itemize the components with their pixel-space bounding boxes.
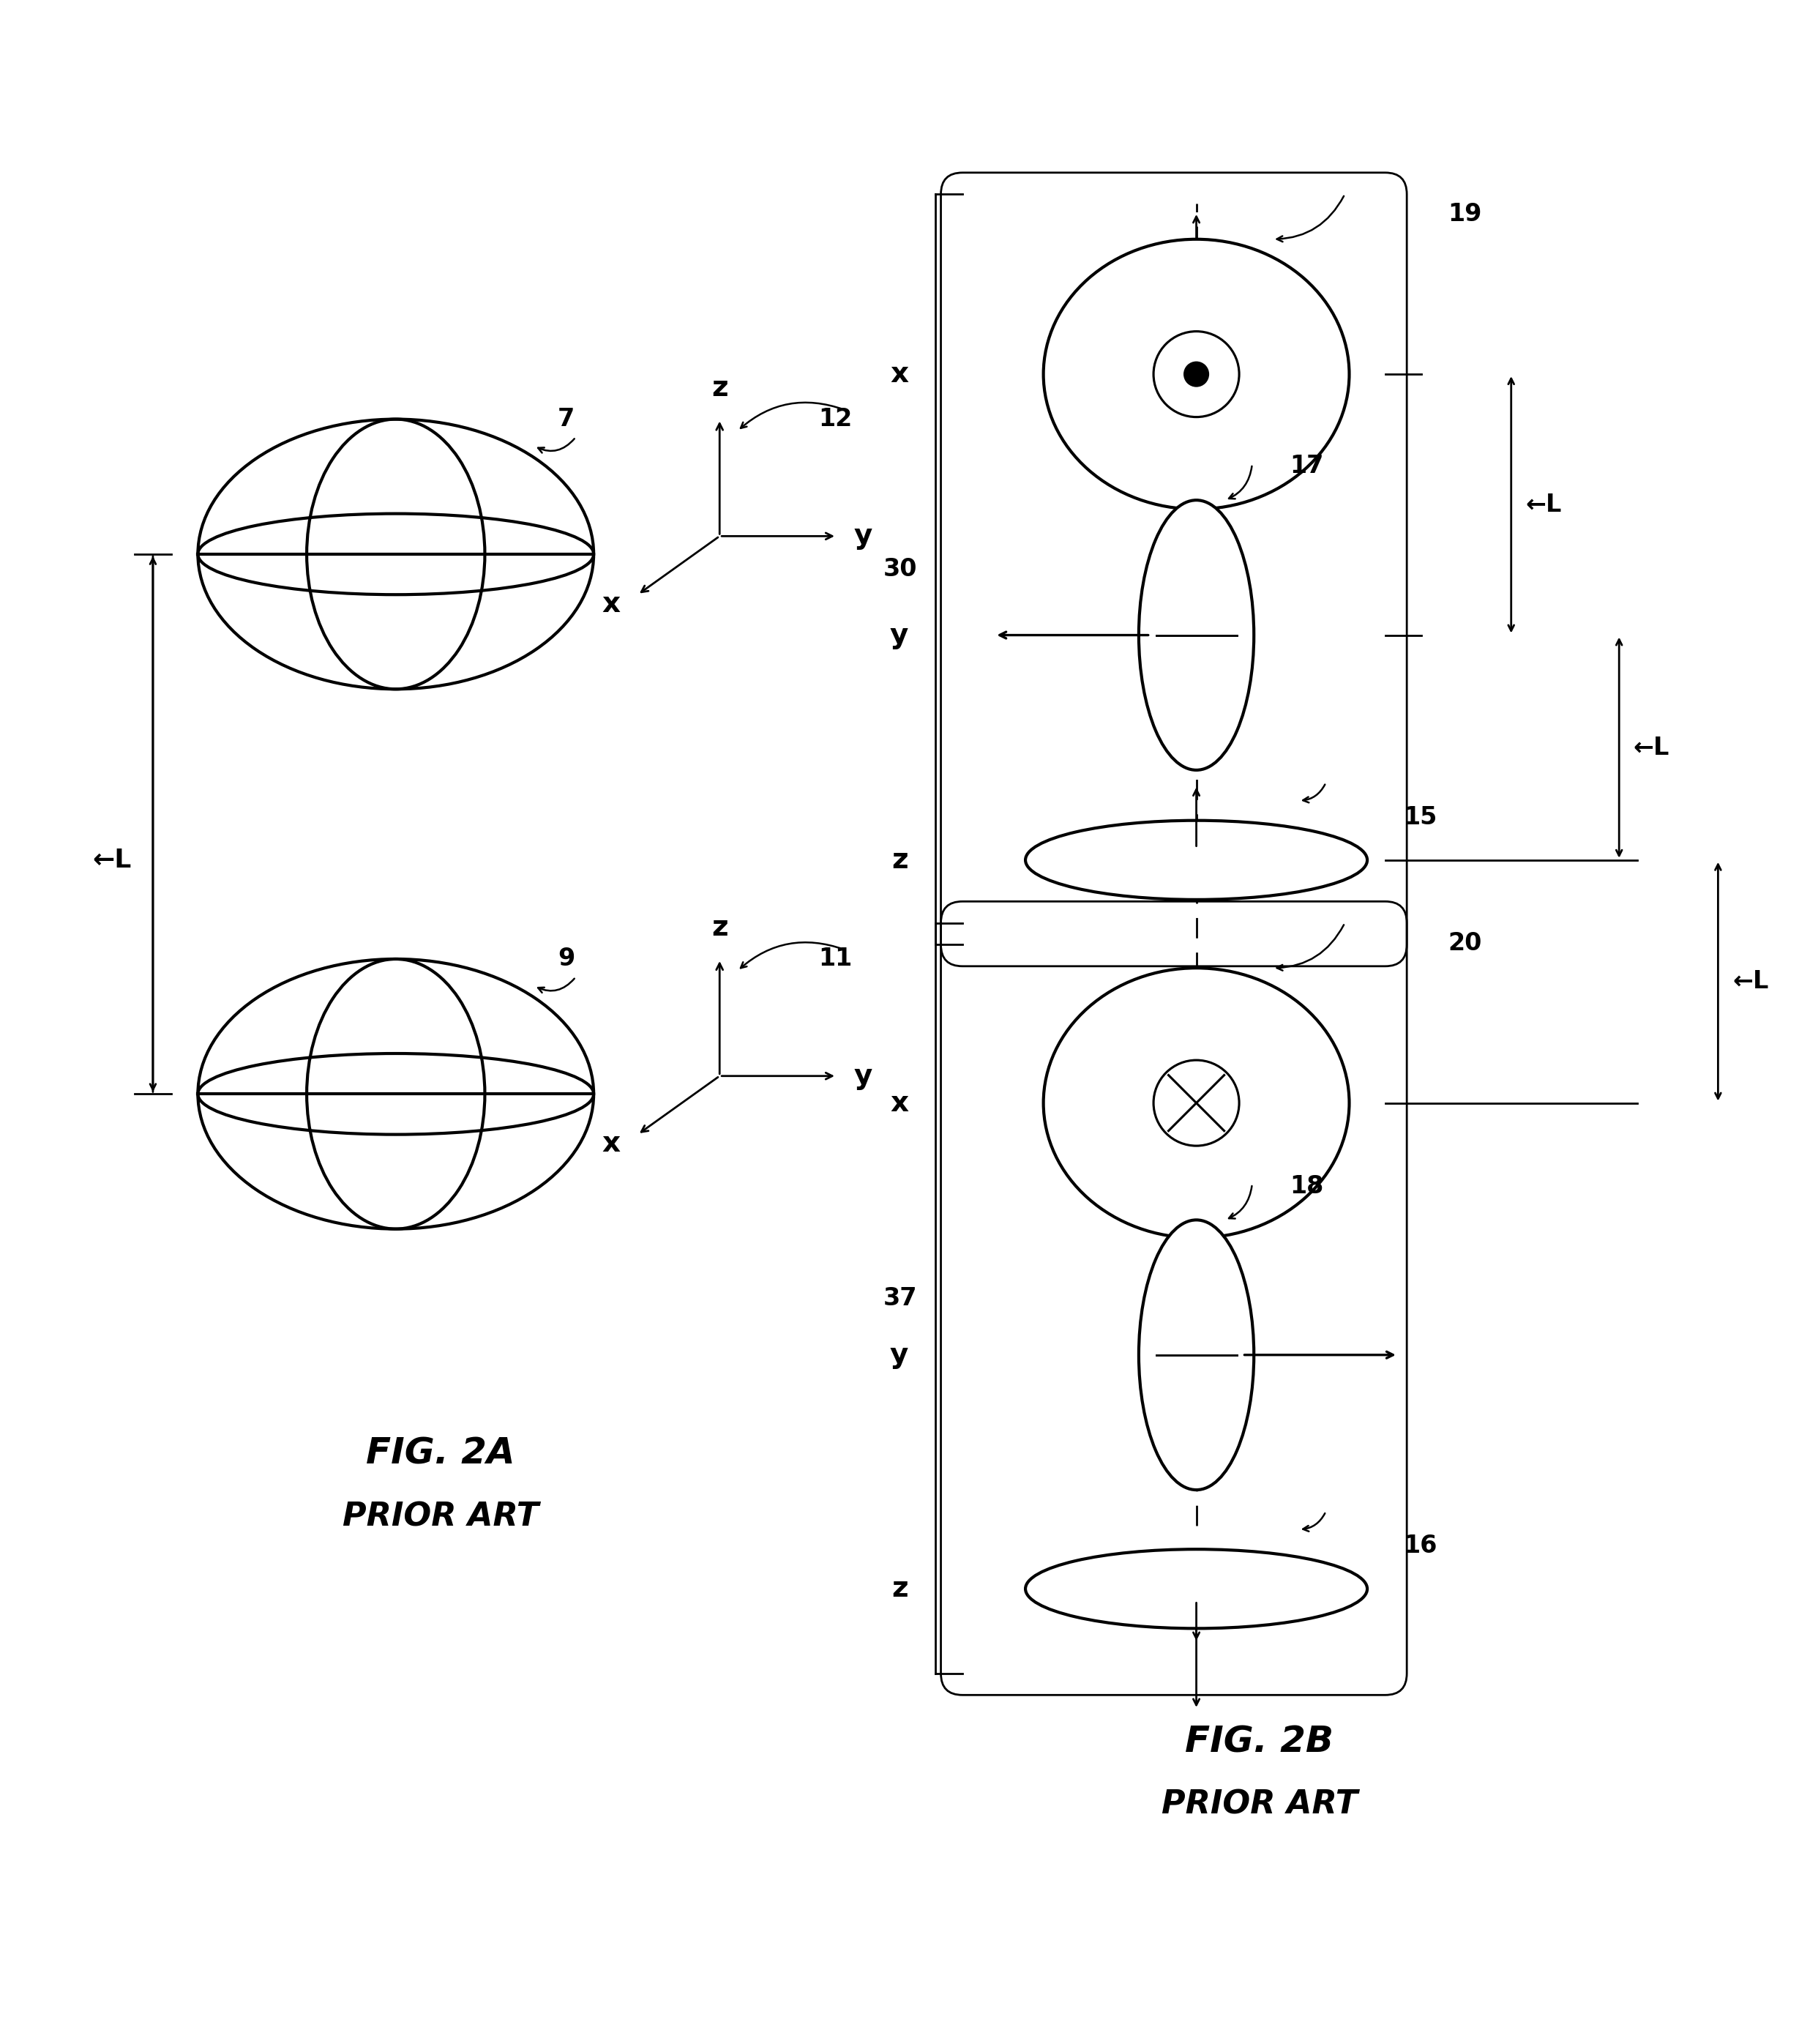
Ellipse shape [1025,1549,1367,1629]
Text: 30: 30 [883,558,917,580]
Text: x: x [891,360,908,388]
Text: ←L: ←L [1526,493,1562,517]
Text: 20: 20 [1448,930,1482,955]
Ellipse shape [1043,969,1349,1239]
Text: 7: 7 [558,407,574,431]
Text: z: z [892,846,908,875]
Text: y: y [855,521,873,550]
Text: FIG. 2A: FIG. 2A [367,1437,515,1472]
Text: x: x [603,1130,621,1157]
Text: z: z [711,374,729,401]
Text: ←L: ←L [1732,969,1768,993]
Circle shape [1184,362,1209,386]
Text: y: y [855,1063,873,1089]
Text: 12: 12 [819,407,853,431]
Text: 18: 18 [1290,1173,1324,1198]
Text: 17: 17 [1290,454,1324,478]
Text: 37: 37 [883,1286,917,1310]
Text: PRIOR ART: PRIOR ART [342,1500,540,1533]
Text: 19: 19 [1448,202,1482,227]
Text: 16: 16 [1403,1533,1437,1558]
Text: 15: 15 [1403,805,1437,830]
Text: z: z [892,1576,908,1602]
Text: 9: 9 [558,946,574,971]
Text: PRIOR ART: PRIOR ART [1160,1788,1358,1821]
Text: FIG. 2B: FIG. 2B [1186,1725,1333,1760]
Text: ←L: ←L [1633,736,1669,760]
Text: z: z [711,914,729,942]
Text: x: x [603,591,621,617]
Text: x: x [891,1089,908,1116]
Text: 11: 11 [819,946,853,971]
Ellipse shape [1043,239,1349,509]
Circle shape [1153,1061,1240,1147]
Text: ←L: ←L [92,848,131,873]
Text: y: y [891,621,908,650]
Text: y: y [891,1341,908,1369]
Ellipse shape [1139,1220,1254,1490]
Ellipse shape [1139,501,1254,771]
Ellipse shape [1025,820,1367,899]
Circle shape [1153,331,1240,417]
